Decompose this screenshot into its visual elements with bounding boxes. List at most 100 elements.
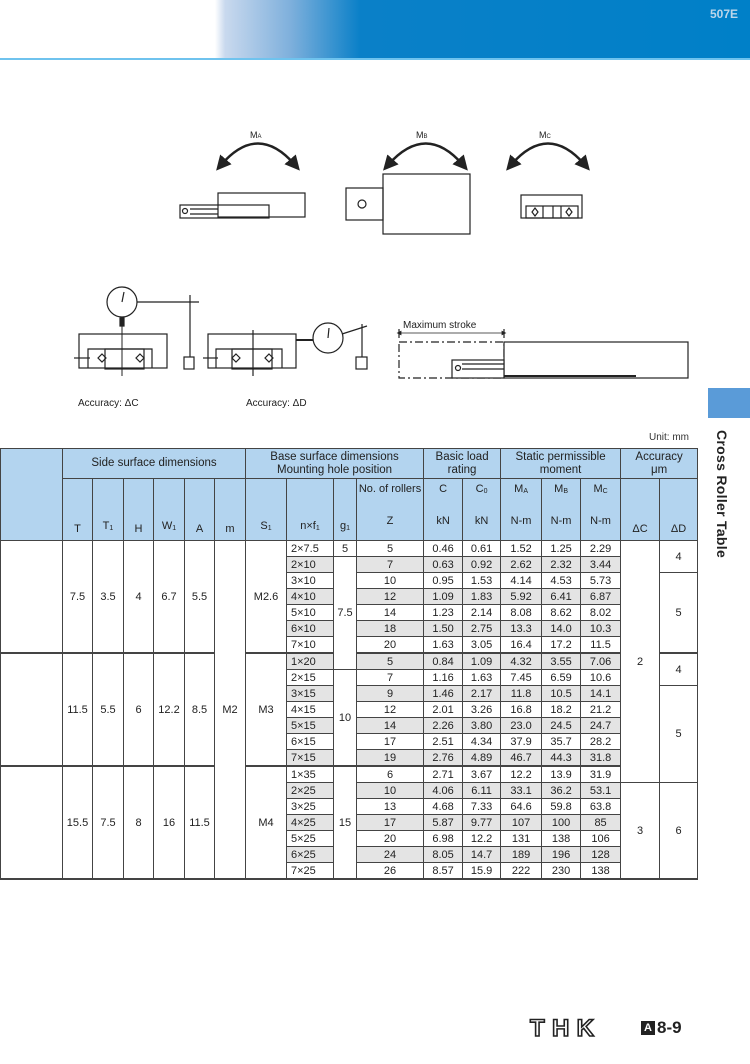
- cell-mb: 18.2: [541, 701, 582, 718]
- cell-mb: 44.3: [541, 749, 582, 767]
- header-banner: 507E: [0, 0, 750, 60]
- cell-h: 4: [123, 540, 154, 654]
- cell-mb: 4.53: [541, 572, 582, 589]
- accuracy-d-diagram: Accuracy: ΔD: [203, 322, 368, 409]
- cell-ma: 7.45: [500, 669, 543, 686]
- cell-c: 6.98: [423, 830, 464, 847]
- cell-a: 11.5: [184, 765, 215, 880]
- group-header-line: Accuracy: [635, 450, 683, 463]
- cell-z: 24: [356, 846, 425, 863]
- cell-z: 26: [356, 862, 425, 880]
- cell-mc: 11.5: [580, 636, 622, 654]
- column-header-label: g1: [340, 520, 350, 532]
- cell-ma: 16.4: [500, 636, 543, 654]
- cell-g1: 10: [333, 669, 358, 767]
- table-row: 11.5 5.5 6 12.2 8.5 M3 1×20 5 0.84 1.09 4.32 3.55 7.…: [0, 652, 699, 767]
- model-cell: [0, 765, 63, 880]
- cell-c: 2.76: [423, 749, 464, 767]
- model-cell: [0, 540, 63, 654]
- table-row: 7×15 19 2.76 4.89 46.7 44.3 31.8: [1, 749, 698, 767]
- table-row: 6×15 17 2.51 4.34 37.9 35.7 28.2: [1, 733, 698, 750]
- cell-c: 8.05: [423, 846, 464, 863]
- column-header: ΔD: [659, 478, 699, 541]
- table-row: 2×25 10 4.06 6.11 33.1 36.2 53.1 3 6: [1, 782, 699, 880]
- moment-ma-diagram: MA: [179, 130, 306, 219]
- column-header-unit: Z: [386, 515, 394, 527]
- cell-nxf1: 4×25: [286, 814, 335, 831]
- cell-w1: 12.2: [153, 652, 185, 767]
- cell-mc: 138: [580, 862, 622, 880]
- column-header-label: ΔC: [632, 523, 647, 535]
- cell-nxf1: 1×35: [286, 765, 335, 783]
- cell-c: 2.01: [423, 701, 464, 718]
- table-row: 7×10 20 1.63 3.05 16.4 17.2 11.5: [1, 636, 698, 654]
- cell-z: 20: [356, 830, 425, 847]
- column-header: No. of rollers Z: [356, 478, 425, 541]
- group-header-line: moment: [539, 463, 582, 476]
- table-row: 6×25 24 8.05 14.7 189 196 128: [1, 846, 698, 863]
- catalog-code: 507E: [709, 7, 738, 21]
- cell-c: 0.46: [423, 540, 464, 557]
- section-tab: [708, 388, 750, 418]
- group-header-line: rating: [447, 463, 477, 476]
- cell-t: 15.5: [62, 765, 93, 880]
- cell-z: 12: [356, 701, 425, 718]
- cell-h: 6: [123, 652, 154, 767]
- moment-mc-diagram: MC: [506, 130, 590, 219]
- cell-c0: 1.09: [462, 652, 502, 670]
- section-badge: A: [641, 1021, 655, 1035]
- cell-g1: 5: [333, 540, 358, 557]
- cell-mc: 24.7: [580, 717, 622, 734]
- column-header-label: T: [74, 523, 81, 535]
- cell-c0: 1.53: [462, 572, 502, 589]
- cell-s1: M2.6: [245, 540, 288, 654]
- cell-ma: 23.0: [500, 717, 543, 734]
- cell-z: 12: [356, 588, 425, 605]
- cell-z: 18: [356, 620, 425, 637]
- group-header-load: Basic load rating: [423, 448, 502, 479]
- page-number: A 8-9: [641, 1018, 682, 1038]
- cell-nxf1: 7×25: [286, 862, 335, 880]
- group-header-line: μm: [650, 463, 668, 476]
- cell-mc: 6.87: [580, 588, 622, 605]
- column-header-main: ΔD: [670, 523, 687, 535]
- column-header-sub: C: [602, 488, 608, 495]
- cell-z: 7: [356, 669, 425, 686]
- thk-logo: THK: [529, 1014, 595, 1040]
- column-header-main: M: [593, 483, 603, 495]
- cell-s1: M3: [245, 652, 288, 767]
- cell-nxf1: 7×15: [286, 749, 335, 767]
- diagrams: MA MB MC: [74, 130, 689, 409]
- column-header-sub: 1: [267, 525, 272, 532]
- cell-c0: 3.80: [462, 717, 502, 734]
- cell-mb: 36.2: [541, 782, 582, 799]
- column-header: g1: [333, 478, 358, 541]
- cell-c: 0.63: [423, 556, 464, 573]
- cell-m: M2: [213, 540, 247, 880]
- column-header-main: m: [225, 523, 235, 535]
- cell-ma: 64.6: [500, 798, 543, 815]
- max-stroke-label: Maximum stroke: [403, 320, 477, 331]
- cell-nxf1: 5×25: [286, 830, 335, 847]
- cell-nxf1: 6×25: [286, 846, 335, 863]
- column-header-unit: N-m: [590, 515, 611, 527]
- cell-mc: 106: [580, 830, 622, 847]
- table-row: 7×25 26 8.57 15.9 222 230 138: [1, 862, 698, 880]
- cell-mc: 21.2: [580, 701, 622, 718]
- cell-c: 4.06: [423, 782, 464, 799]
- cell-c: 1.50: [423, 620, 464, 637]
- cell-z: 10: [356, 572, 425, 589]
- cell-c0: 2.14: [462, 604, 502, 621]
- cell-c0: 14.7: [462, 846, 502, 863]
- cell-mb: 138: [541, 830, 582, 847]
- cell-mc: 31.9: [580, 765, 622, 783]
- cell-c0: 2.17: [462, 685, 502, 702]
- cell-z: 14: [356, 717, 425, 734]
- cell-nxf1: 2×10: [286, 556, 335, 573]
- cell-delta-c: 3: [620, 782, 661, 880]
- cell-c: 1.16: [423, 669, 464, 686]
- cell-mc: 8.02: [580, 604, 622, 621]
- cell-nxf1: 2×7.5: [286, 540, 335, 557]
- cell-t: 11.5: [62, 652, 93, 767]
- group-header-side: Side surface dimensions: [61, 448, 247, 479]
